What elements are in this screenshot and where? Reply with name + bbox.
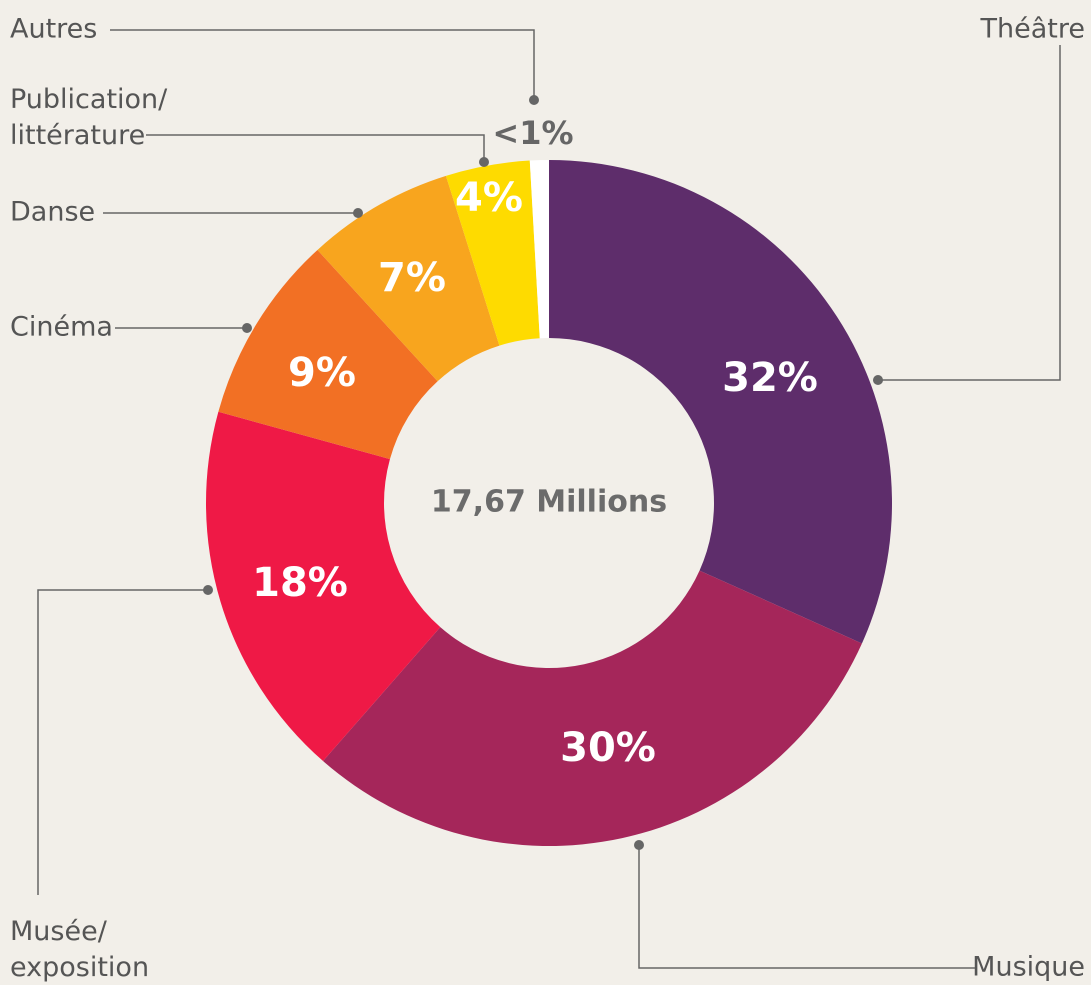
value-label: 32% [722,355,818,401]
donut-slice [445,160,540,346]
leader-line [638,845,975,969]
leader-dot [203,585,213,595]
center-label: 17,67 Millions [431,485,667,520]
donut-slice [529,160,549,339]
leader-dot [634,840,644,850]
leader-dot [479,157,489,167]
category-label: Danse [10,197,95,228]
donut-slice [205,411,441,762]
value-label: 4% [455,175,523,221]
category-label: Musique [972,952,1085,983]
leader-dot [873,375,883,385]
value-label: 9% [288,350,356,396]
category-label: Autres [10,14,97,45]
category-label: Théâtre [980,14,1085,45]
leader-line [37,589,208,895]
category-label: Cinéma [10,312,113,343]
donut-slice [549,160,892,644]
donut-slice [317,175,500,382]
donut-slice [218,249,438,460]
leader-line [878,45,1061,381]
leader-dot [353,208,363,218]
leader-line [110,29,535,100]
category-label: Publication/littérature [10,84,168,151]
value-label: 18% [252,560,348,606]
donut-slice [323,570,862,846]
value-label: 30% [560,725,656,771]
leader-dot [242,323,252,333]
category-label: Musée/exposition [10,916,149,983]
value-label: <1% [492,114,573,152]
leader-dot [529,95,539,105]
leader-line [146,134,485,162]
value-label: 7% [378,255,446,301]
